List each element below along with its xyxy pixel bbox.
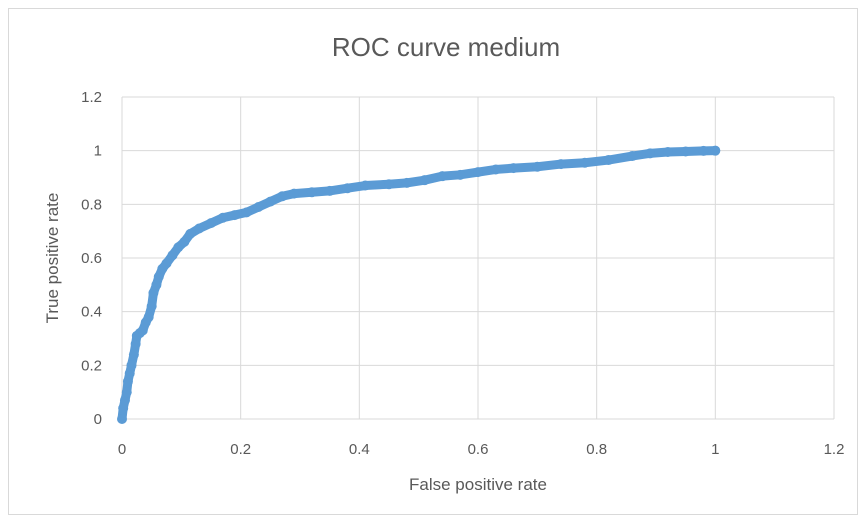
roc-point	[119, 395, 130, 406]
roc-point	[645, 148, 656, 159]
roc-point	[130, 338, 141, 349]
roc-point	[217, 212, 228, 223]
roc-point	[194, 223, 205, 234]
roc-point	[128, 349, 139, 360]
x-tick-label: 0.6	[468, 441, 489, 458]
y-tick-label: 0.8	[81, 196, 102, 213]
roc-series	[117, 145, 721, 424]
roc-point	[121, 387, 132, 398]
roc-point	[118, 403, 129, 414]
roc-point	[698, 145, 709, 156]
roc-point	[490, 164, 501, 175]
roc-point	[253, 202, 264, 213]
roc-point	[627, 151, 638, 162]
roc-point	[151, 279, 162, 290]
roc-point	[662, 147, 673, 158]
roc-point	[122, 376, 133, 387]
roc-point	[579, 157, 590, 168]
roc-point	[306, 187, 317, 198]
y-tick-label: 0.6	[81, 250, 102, 267]
roc-point	[508, 163, 519, 174]
roc-point	[556, 159, 567, 170]
roc-point	[148, 287, 159, 298]
roc-point	[137, 325, 148, 336]
roc-point	[532, 161, 543, 172]
roc-point	[437, 171, 448, 182]
x-tick-label: 1.2	[824, 441, 845, 458]
gridlines	[121, 96, 835, 420]
y-tick-labels: 0 0.2 0.4 0.6 0.8 1 1.2	[81, 89, 102, 428]
roc-point	[124, 368, 135, 379]
x-tick-label: 1	[711, 441, 719, 458]
x-tick-label: 0	[118, 441, 126, 458]
roc-point	[473, 167, 483, 178]
roc-point	[265, 196, 276, 207]
x-axis-title: False positive rate	[409, 475, 547, 494]
roc-point	[277, 191, 288, 202]
roc-point	[117, 414, 127, 424]
roc-point	[419, 175, 430, 186]
roc-point	[229, 210, 240, 221]
roc-point	[167, 250, 178, 261]
roc-curve-line	[117, 146, 720, 424]
x-tick-label: 0.4	[349, 441, 370, 458]
y-tick-label: 0.2	[81, 357, 102, 374]
roc-point	[680, 146, 691, 157]
roc-point	[603, 155, 614, 166]
roc-point	[153, 271, 164, 282]
y-tick-label: 0	[94, 411, 102, 428]
roc-point	[146, 301, 157, 312]
x-tick-label: 0.2	[230, 441, 251, 458]
roc-point	[126, 360, 137, 371]
roc-point	[161, 258, 172, 269]
roc-point	[179, 236, 190, 247]
roc-point	[324, 185, 335, 196]
y-tick-label: 1.2	[81, 89, 102, 106]
x-tick-label: 0.8	[586, 441, 607, 458]
y-tick-label: 0.4	[81, 304, 102, 321]
roc-point	[143, 312, 154, 323]
x-tick-labels: 0 0.2 0.4 0.6 0.8 1 1.2	[118, 441, 845, 458]
roc-point	[384, 179, 394, 190]
roc-point	[185, 228, 196, 239]
roc-point	[206, 218, 216, 229]
roc-point	[241, 207, 252, 218]
roc-point	[342, 183, 353, 194]
roc-point	[360, 180, 371, 191]
chart-title: ROC curve medium	[332, 32, 560, 62]
y-axis-title: True positive rate	[43, 193, 62, 324]
chart-frame	[8, 8, 858, 515]
roc-point	[401, 177, 412, 188]
roc-point	[710, 145, 721, 156]
roc-point	[455, 169, 466, 180]
roc-point	[289, 188, 300, 199]
y-tick-label: 1	[94, 143, 102, 160]
